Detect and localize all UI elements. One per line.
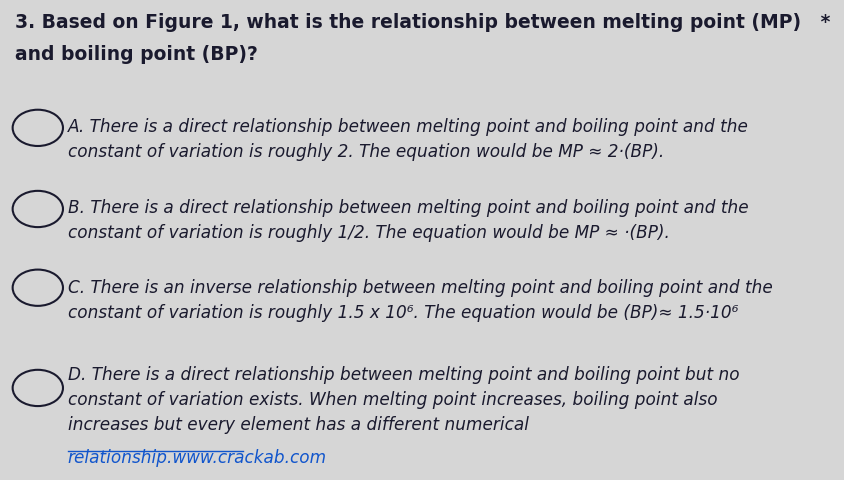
Text: and boiling point (BP)?: and boiling point (BP)? bbox=[14, 45, 257, 64]
Text: 3. Based on Figure 1, what is the relationship between melting point (MP)   *: 3. Based on Figure 1, what is the relati… bbox=[14, 13, 836, 32]
Text: C. There is an inverse relationship between melting point and boiling point and : C. There is an inverse relationship betw… bbox=[68, 279, 771, 322]
Text: relationship.www.crackab.com: relationship.www.crackab.com bbox=[68, 449, 327, 467]
Text: D. There is a direct relationship between melting point and boiling point but no: D. There is a direct relationship betwee… bbox=[68, 366, 738, 434]
Text: B. There is a direct relationship between melting point and boiling point and th: B. There is a direct relationship betwee… bbox=[68, 199, 747, 242]
Text: A. There is a direct relationship between melting point and boiling point and th: A. There is a direct relationship betwee… bbox=[68, 118, 748, 161]
